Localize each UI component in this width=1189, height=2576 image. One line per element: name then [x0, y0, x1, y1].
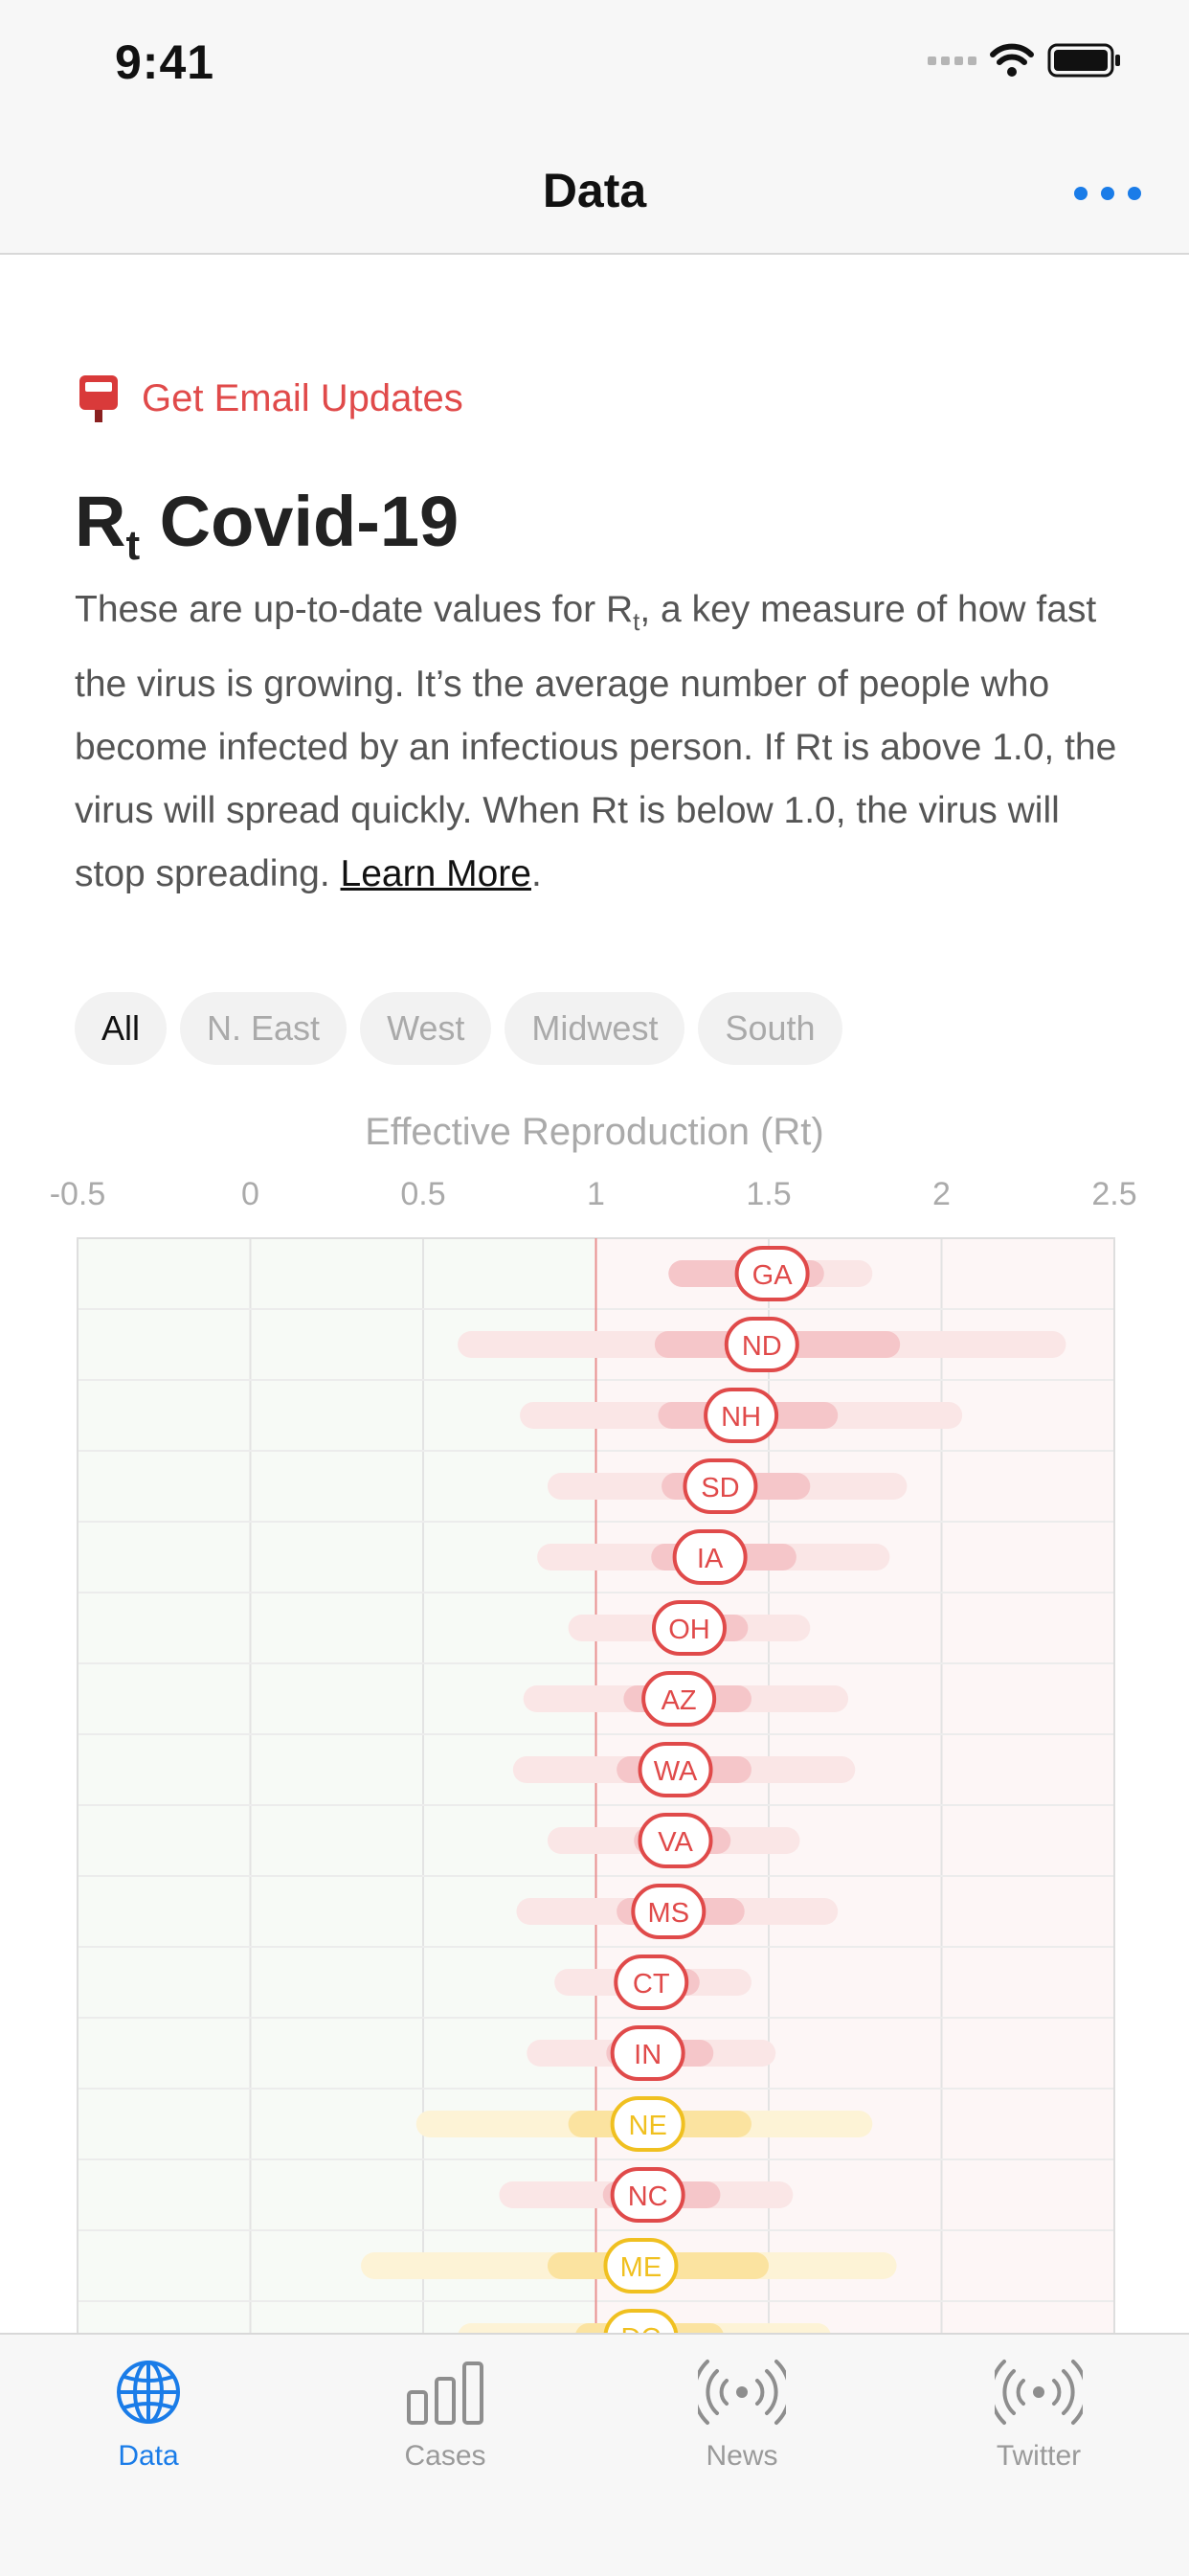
filter-all[interactable]: All — [75, 992, 168, 1065]
state-row-in: IN — [527, 2025, 776, 2081]
ellipsis-icon — [1074, 187, 1088, 200]
rt-marker — [641, 1671, 717, 1727]
filter-midwest[interactable]: Midwest — [505, 992, 685, 1065]
state-row-ne: NE — [415, 2096, 873, 2152]
below-threshold-area — [78, 1238, 596, 2333]
state-label: SD — [701, 1473, 739, 1503]
x-tick-label: 1.5 — [746, 1176, 791, 1212]
state-label: CT — [633, 1969, 670, 2000]
state-label: AZ — [662, 1685, 697, 1716]
tab-news[interactable]: News — [594, 2358, 890, 2473]
rt-marker — [603, 2238, 679, 2294]
x-tick-label: 1 — [587, 1176, 605, 1212]
state-row-dc: DC — [458, 2309, 831, 2333]
state-row-nc: NC — [499, 2167, 794, 2223]
rt-marker — [631, 1884, 707, 1939]
x-tick-label: 2 — [932, 1176, 951, 1212]
rt-marker — [614, 1955, 689, 2010]
rt-marker — [603, 2309, 679, 2333]
state-label: ND — [742, 1331, 782, 1362]
intro-paragraph: These are up-to-date values for Rt, a ke… — [75, 589, 1117, 894]
state-row-ga: GA — [668, 1246, 873, 1301]
state-label: WA — [654, 1756, 698, 1787]
learn-more-link[interactable]: Learn More — [340, 852, 531, 894]
state-row-nh: NH — [520, 1388, 963, 1443]
rt-marker — [704, 1388, 779, 1443]
more-options-button[interactable] — [1074, 172, 1141, 215]
bar-chart-icon — [407, 2361, 483, 2425]
rt-marker — [610, 2167, 685, 2223]
state-row-oh: OH — [568, 1600, 811, 1656]
status-bar: 9:41 — [0, 0, 1189, 134]
state-label: NH — [721, 1402, 761, 1433]
chart-title: Effective Reproduction (Rt) — [365, 1111, 824, 1153]
globe-icon — [117, 2361, 180, 2424]
state-row-me: ME — [361, 2238, 897, 2294]
state-label: GA — [752, 1260, 794, 1291]
rt-marker — [610, 2096, 685, 2152]
broadcast-icon — [995, 2360, 1083, 2425]
state-row-va: VA — [547, 1813, 800, 1868]
filter-north-east[interactable]: N. East — [180, 992, 348, 1065]
filter-south[interactable]: South — [698, 992, 842, 1065]
x-tick-label: 2.5 — [1091, 1176, 1136, 1212]
state-label: MS — [648, 1898, 690, 1929]
state-row-ms: MS — [516, 1884, 839, 1939]
tab-bar: Data Cases News — [0, 2333, 1189, 2576]
state-label: IN — [634, 2040, 662, 2070]
rt-marker — [683, 1458, 758, 1514]
state-row-nd: ND — [458, 1317, 1066, 1372]
rt-marker — [672, 1529, 748, 1585]
state-label: NC — [628, 2181, 668, 2212]
tab-twitter[interactable]: Twitter — [890, 2358, 1187, 2473]
postbox-icon — [79, 375, 118, 422]
rt-marker — [734, 1246, 810, 1301]
state-row-ia: IA — [537, 1529, 890, 1585]
rt-chart: -0.5 0 0.5 1 1.5 2 2.5 GA ND NH SD IA OH AZ WA VA MS CT IN… — [50, 1176, 1137, 2333]
filter-west[interactable]: West — [360, 992, 492, 1065]
state-label: ME — [620, 2252, 662, 2283]
state-label: VA — [658, 1827, 693, 1858]
state-row-az: AZ — [523, 1671, 849, 1727]
tab-cases[interactable]: Cases — [297, 2358, 594, 2473]
state-row-sd: SD — [547, 1458, 908, 1514]
x-tick-label: -0.5 — [50, 1176, 106, 1212]
state-row-wa: WA — [512, 1742, 856, 1797]
state-label: OH — [668, 1615, 710, 1645]
status-time: 9:41 — [115, 35, 215, 89]
status-icons — [928, 42, 1122, 79]
rt-marker — [610, 2025, 685, 2081]
tab-data[interactable]: Data — [0, 2358, 297, 2473]
rt-marker — [638, 1813, 713, 1868]
cellular-signal-icon — [928, 56, 976, 65]
state-label: DC — [620, 2323, 661, 2333]
broadcast-icon — [698, 2360, 786, 2425]
page-title: Rt Covid-19 — [75, 482, 460, 569]
email-updates-link[interactable]: Get Email Updates — [77, 373, 463, 423]
rt-marker — [638, 1742, 713, 1797]
nav-title: Data — [542, 164, 647, 217]
state-label: NE — [629, 2111, 667, 2141]
wifi-icon — [990, 43, 1034, 77]
state-row-ct: CT — [554, 1955, 752, 2010]
x-tick-label: 0 — [241, 1176, 259, 1212]
nav-bar: Data — [0, 134, 1189, 255]
email-updates-label: Get Email Updates — [142, 376, 463, 419]
region-filters: All N. East West Midwest South — [75, 992, 842, 1065]
x-tick-label: 0.5 — [400, 1176, 445, 1212]
state-label: IA — [697, 1544, 724, 1574]
rt-marker — [651, 1600, 727, 1656]
battery-icon — [1047, 43, 1120, 78]
rt-marker — [724, 1317, 799, 1372]
